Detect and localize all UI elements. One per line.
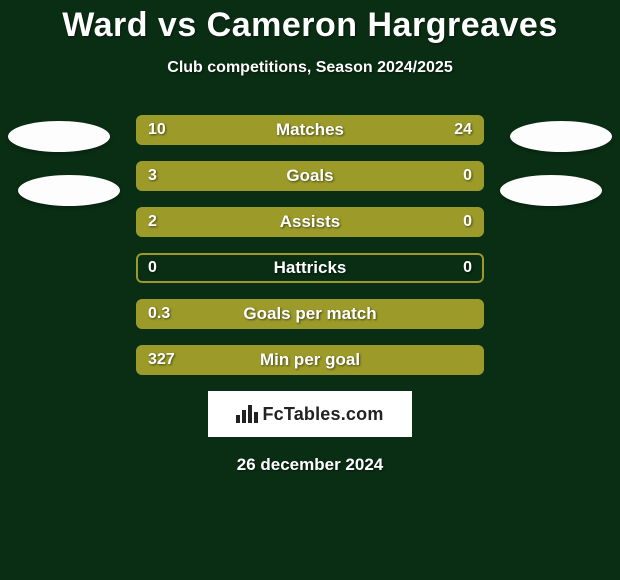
comparison-chart: Matches1024Goals30Assists20Hattricks00Go…: [0, 115, 620, 375]
player-left-silhouette-icon: [8, 121, 110, 152]
stat-row: Matches10 24: [136, 115, 484, 145]
stat-label: Goals per match: [136, 299, 484, 329]
player-right-silhouette-icon: [510, 121, 612, 152]
stat-value-right: 0: [463, 207, 472, 237]
player-left-silhouette-icon: [18, 175, 120, 206]
stat-value-right: 24: [454, 115, 472, 145]
stat-row: Assists2 0: [136, 207, 484, 237]
branding-text: FcTables.com: [262, 404, 383, 425]
stat-row: Min per goal327: [136, 345, 484, 375]
stat-row: Hattricks0 0: [136, 253, 484, 283]
stat-value-left: 3: [148, 161, 157, 191]
page-title: Ward vs Cameron Hargreaves: [0, 0, 620, 45]
stat-label: Goals: [136, 161, 484, 191]
stat-label: Min per goal: [136, 345, 484, 375]
stat-label: Assists: [136, 207, 484, 237]
branding-box: FcTables.com: [208, 391, 412, 437]
stat-label: Matches: [136, 115, 484, 145]
subtitle: Club competitions, Season 2024/2025: [0, 59, 620, 77]
stat-value-right: 0: [463, 161, 472, 191]
player-right-silhouette-icon: [500, 175, 602, 206]
stat-row: Goals3 0: [136, 161, 484, 191]
stat-row: Goals per match0.3: [136, 299, 484, 329]
stat-value-left: 2: [148, 207, 157, 237]
stat-label: Hattricks: [136, 253, 484, 283]
footer-date: 26 december 2024: [0, 455, 620, 475]
stat-value-left: 0.3: [148, 299, 170, 329]
stat-value-left: 327: [148, 345, 175, 375]
stat-value-left: 0: [148, 253, 157, 283]
fctables-logo-icon: [236, 405, 258, 423]
stat-value-right: 0: [463, 253, 472, 283]
stat-value-left: 10: [148, 115, 166, 145]
